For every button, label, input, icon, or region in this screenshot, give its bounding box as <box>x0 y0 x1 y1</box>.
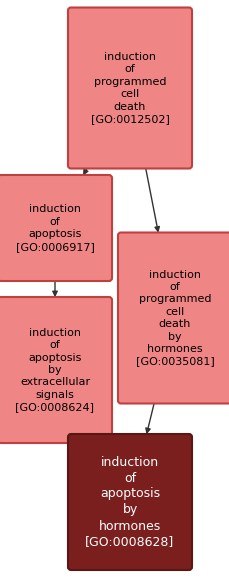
FancyBboxPatch shape <box>68 434 192 570</box>
Text: induction
of
apoptosis
[GO:0006917]: induction of apoptosis [GO:0006917] <box>16 205 94 252</box>
Text: induction
of
apoptosis
by
hormones
[GO:0008628]: induction of apoptosis by hormones [GO:0… <box>85 455 175 549</box>
Text: induction
of
apoptosis
by
extracellular
signals
[GO:0008624]: induction of apoptosis by extracellular … <box>16 328 95 412</box>
FancyBboxPatch shape <box>0 175 112 281</box>
Text: induction
of
programmed
cell
death
by
hormones
[GO:0035081]: induction of programmed cell death by ho… <box>136 269 214 366</box>
FancyBboxPatch shape <box>0 297 112 443</box>
FancyBboxPatch shape <box>68 8 192 168</box>
Text: induction
of
programmed
cell
death
[GO:0012502]: induction of programmed cell death [GO:0… <box>90 52 169 124</box>
FancyBboxPatch shape <box>118 233 229 403</box>
